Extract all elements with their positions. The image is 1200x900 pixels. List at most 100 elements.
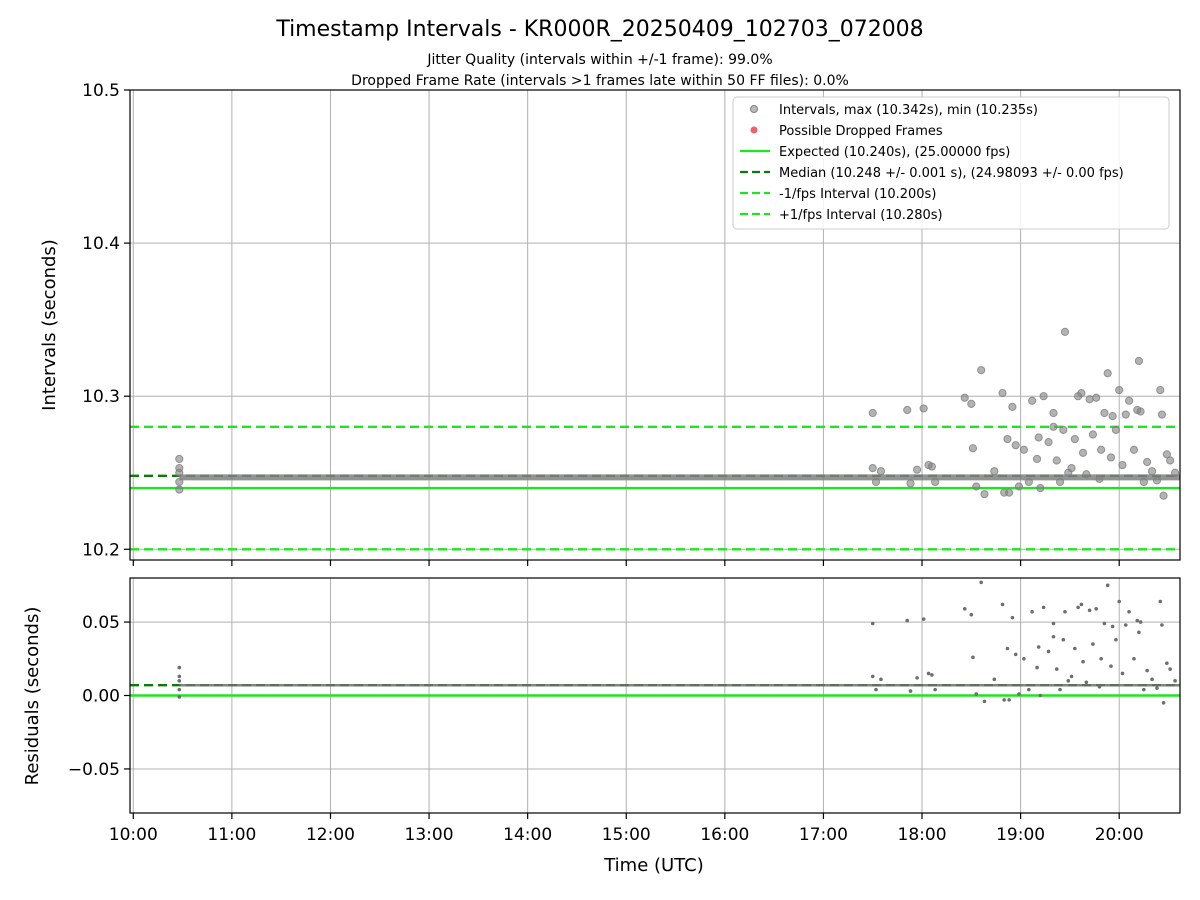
- residual-point: [1132, 656, 1136, 661]
- intervals-y-ticks: 10.2 10.3 10.4 10.5: [82, 81, 130, 560]
- intervals-y-tick-label: 10.3: [82, 387, 120, 407]
- residuals-y-tick-label: 0.00: [82, 687, 120, 707]
- interval-point: [1088, 430, 1098, 439]
- residual-point: [1123, 623, 1128, 627]
- residual-point: [930, 673, 934, 677]
- residual-point: [1051, 634, 1056, 639]
- interval-point: [990, 467, 999, 476]
- x-tick-label: 14:00: [503, 825, 552, 845]
- residuals-y-tick-label: 0.05: [82, 613, 120, 633]
- intervals-plot-frame: [129, 89, 1181, 561]
- residual-point: [1087, 608, 1092, 613]
- residual-point: [177, 695, 182, 699]
- interval-point: [1106, 453, 1116, 462]
- interval-point: [1049, 408, 1058, 418]
- x-tick-label: 11:00: [207, 825, 256, 845]
- residual-point: [1138, 620, 1143, 624]
- residual-point: [1010, 615, 1015, 620]
- x-tick-label: 19:00: [996, 825, 1045, 845]
- residuals-points: [177, 580, 1180, 705]
- residuals-y-tick-label: −0.05: [68, 760, 120, 780]
- jitter-quality-subtitle: Jitter Quality (intervals within +/-1 fr…: [426, 52, 772, 68]
- residual-point: [979, 580, 983, 585]
- interval-point: [1157, 410, 1167, 419]
- residual-point: [177, 674, 182, 679]
- interval-point: [1003, 434, 1012, 444]
- interval-point: [998, 389, 1007, 398]
- residual-point: [1002, 698, 1006, 702]
- legend: Intervals, max (10.342s), min (10.235s) …: [732, 96, 1170, 230]
- interval-point: [175, 468, 184, 477]
- interval-point: [868, 464, 877, 473]
- residual-point: [1158, 599, 1163, 604]
- legend-dropped-label: Possible Dropped Frames: [779, 124, 943, 139]
- residual-point: [1094, 607, 1098, 611]
- residual-point: [982, 699, 987, 704]
- interval-point: [1055, 477, 1065, 487]
- intervals-points: [175, 327, 1180, 500]
- x-tick-label: 17:00: [799, 825, 848, 845]
- interval-point: [1108, 411, 1117, 421]
- interval-point: [1156, 385, 1165, 395]
- interval-point: [1044, 438, 1053, 447]
- interval-point: [1100, 408, 1109, 418]
- interval-point: [1152, 476, 1162, 485]
- residual-point: [874, 687, 878, 692]
- interval-point: [1078, 448, 1088, 457]
- residuals-reference-lines: [130, 684, 1180, 697]
- residual-point: [1041, 605, 1046, 610]
- interval-point: [1060, 327, 1070, 336]
- interval-point: [1082, 470, 1091, 479]
- interval-point: [1095, 474, 1104, 483]
- interval-point: [1005, 488, 1014, 497]
- residual-point: [1155, 686, 1159, 690]
- interval-point: [1092, 393, 1101, 402]
- interval-point: [1070, 434, 1079, 444]
- residual-point: [1110, 624, 1115, 629]
- legend-intervals-label: Intervals, max (10.342s), min (10.235s): [779, 103, 1038, 118]
- interval-point: [871, 477, 881, 487]
- residual-point: [1165, 661, 1169, 665]
- interval-point: [1014, 482, 1024, 491]
- residual-point: [1073, 646, 1077, 651]
- residual-point: [1142, 687, 1146, 692]
- interval-point: [868, 408, 877, 418]
- residual-point: [1097, 684, 1102, 689]
- residual-point: [177, 665, 182, 670]
- intervals-panel: 10.2 10.3 10.4 10.5 Intervals (seconds): [39, 81, 1181, 566]
- residual-point: [177, 679, 182, 683]
- residual-point: [1079, 602, 1084, 607]
- interval-point: [1097, 445, 1106, 454]
- residual-point: [1063, 609, 1067, 614]
- legend-median-label: Median (10.248 +/- 0.001 s), (24.98093 +…: [779, 166, 1124, 181]
- interval-point: [1028, 396, 1037, 405]
- interval-point: [1008, 402, 1017, 412]
- residuals-panel: −0.050.000.05 10:00 11:00 12:00 13:00 14:00 1…: [22, 577, 1181, 876]
- intervals-y-axis-label: Intervals (seconds): [39, 239, 60, 411]
- interval-point: [1147, 467, 1157, 476]
- interval-point: [1077, 389, 1086, 398]
- residual-point: [933, 687, 937, 692]
- residual-point: [1007, 698, 1011, 702]
- interval-point: [175, 485, 184, 494]
- interval-point: [1103, 369, 1112, 378]
- residual-point: [1038, 693, 1043, 698]
- residual-point: [992, 677, 997, 682]
- interval-point: [1115, 385, 1124, 395]
- residual-point: [1054, 667, 1059, 671]
- residual-point: [1030, 609, 1034, 614]
- residual-point: [1013, 652, 1018, 657]
- interval-point: [1134, 356, 1144, 366]
- residual-point: [971, 655, 975, 660]
- interval-point: [1129, 445, 1139, 454]
- residual-point: [1076, 605, 1080, 610]
- residual-point: [969, 612, 974, 617]
- interval-point: [1052, 456, 1061, 465]
- residual-point: [879, 677, 883, 682]
- residual-point: [1160, 623, 1164, 627]
- residual-point: [1036, 645, 1041, 649]
- interval-point: [1011, 441, 1020, 450]
- x-tick-label: 13:00: [405, 825, 454, 845]
- interval-point: [1036, 483, 1045, 493]
- residual-point: [1168, 667, 1172, 671]
